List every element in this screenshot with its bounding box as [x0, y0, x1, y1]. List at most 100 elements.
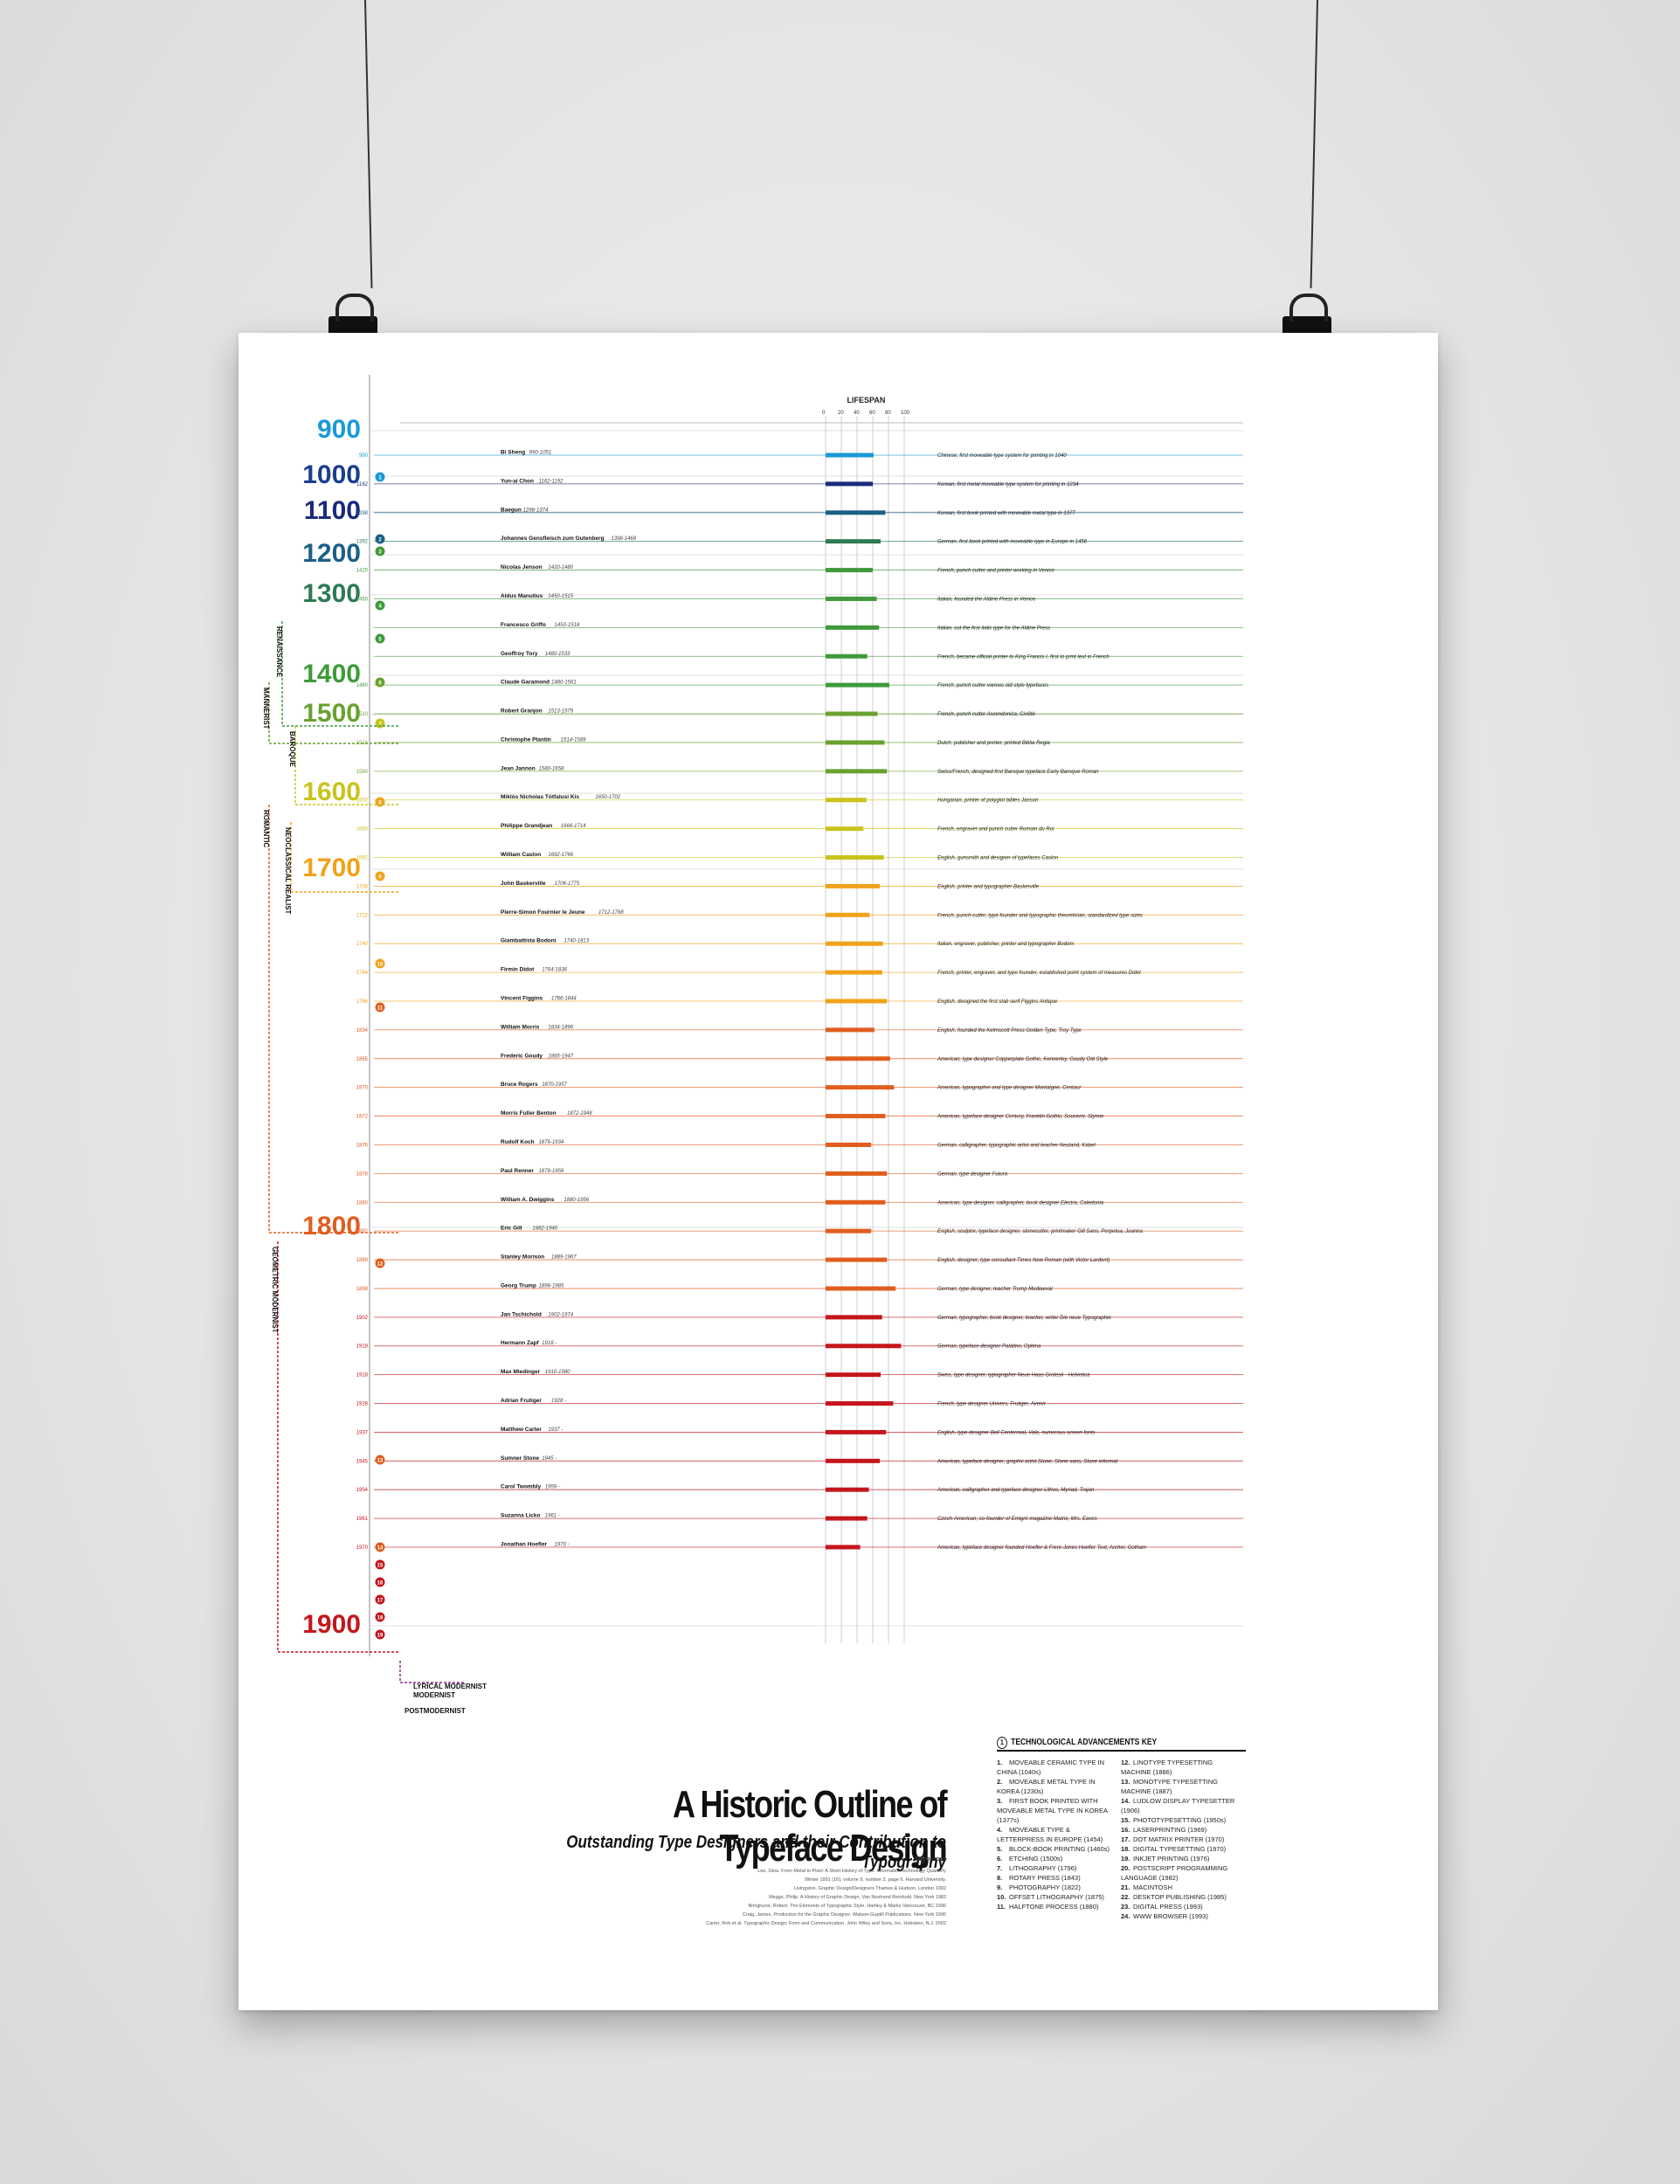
- designer-note: Hungarian, printer of polyglot bibles Ja…: [937, 798, 1039, 804]
- designer-dates: 1480-1533: [545, 652, 570, 657]
- designer-note: French, engraver and punch cutter Romain…: [937, 827, 1054, 833]
- key-item: 12. LINOTYPE TYPESETTING MACHINE (1886): [1121, 1758, 1239, 1777]
- century-label: 1200: [302, 539, 361, 568]
- key-item: 8. ROTARY PRESS (1843): [997, 1873, 1115, 1883]
- key-item: 6. ETCHING (1500s): [997, 1854, 1115, 1863]
- designer-name: Bi Sheng: [501, 450, 525, 456]
- key-item: 20. POSTSCRIPT PROGRAMMING LANGUAGE (1982…: [1121, 1863, 1239, 1883]
- lifespan-bar: [826, 1429, 887, 1434]
- tech-marker: [375, 1559, 385, 1570]
- poster: LIFESPAN 0 20 40 60 80 100 900 1000 1100 1200 1300 1…: [239, 333, 1438, 2010]
- lifespan-tick-label: 100: [901, 411, 910, 416]
- designer-year: 1692: [356, 856, 369, 861]
- designer-note: American, calligrapher and typeface desi…: [937, 1488, 1095, 1493]
- designer-name: Hermann Zapf: [501, 1340, 540, 1346]
- tech-marker: [375, 1002, 385, 1013]
- designer-name: Morris Fuller Benton: [501, 1110, 557, 1116]
- century-label: 1600: [302, 778, 361, 806]
- designer-year: 1298: [356, 511, 369, 516]
- designer-name: Aldus Manutius: [501, 593, 543, 599]
- designer-name: Christophe Plantin: [501, 736, 551, 743]
- key-item: 17. DOT MATRIX PRINTER (1970): [1121, 1835, 1239, 1844]
- key-item-text: BLOCK-BOOK PRINTING (1460s): [1009, 1845, 1110, 1853]
- tech-marker: [375, 534, 385, 544]
- designer-name: Yun-ai Chon: [501, 478, 534, 484]
- designer-dates: 1298-1374: [523, 508, 549, 513]
- designer-year: 1902: [356, 1316, 369, 1321]
- designer-note: American, typeface designer Century, Fra…: [937, 1115, 1104, 1120]
- lifespan-bar: [826, 1257, 888, 1262]
- key-item-number: 6.: [997, 1855, 1003, 1863]
- lifespan-bar: [826, 941, 883, 946]
- key-item: 15. PHOTOTYPESETTING (1950s): [1121, 1815, 1239, 1825]
- designer-dates: 1480-1561: [551, 681, 577, 686]
- lifespan-tick-label: 60: [869, 411, 875, 416]
- century-label: 1100: [304, 496, 361, 525]
- tech-marker-number: 13: [377, 1459, 384, 1464]
- key-item-text: HALFTONE PROCESS (1880): [1009, 1903, 1099, 1911]
- designer-note: French, became official printer to King …: [937, 654, 1110, 660]
- lifespan-bar: [826, 653, 868, 659]
- key-item-text: DIGITAL PRESS (1993): [1133, 1903, 1203, 1911]
- tech-marker: [375, 1612, 385, 1622]
- designer-dates: 1880-1956: [563, 1198, 589, 1203]
- lifespan-bar: [826, 510, 886, 515]
- lifespan-bar: [826, 625, 880, 630]
- lifespan-bar: [826, 1056, 890, 1061]
- designer-year: 1420: [356, 569, 369, 574]
- key-heading: 1 TECHNOLOGICAL ADVANCEMENTS KEY: [997, 1737, 1157, 1749]
- designer-dates: 1889-1967: [551, 1255, 577, 1261]
- lifespan-tick-label: 0: [822, 411, 826, 416]
- key-item-number: 1.: [997, 1759, 1003, 1766]
- tech-marker: [375, 677, 385, 688]
- designer-name: Vincent Figgins: [501, 996, 543, 1002]
- lifespan-bar: [826, 1114, 886, 1119]
- lifespan-bar: [826, 1085, 895, 1090]
- designer-dates: 1970 -: [555, 1543, 570, 1548]
- designer-name: William Caslon: [501, 852, 541, 858]
- key-item: 7. LITHOGRAPHY (1796): [997, 1863, 1115, 1873]
- designer-year: 1878: [356, 1171, 369, 1177]
- designer-year: 990: [359, 453, 369, 459]
- designer-note: Chinese, first moveable type system for …: [937, 453, 1067, 459]
- designer-year: 1764: [356, 971, 369, 976]
- designer-name: Francesco Griffo: [501, 622, 546, 628]
- designer-note: English, printer and typographer Baskerv…: [937, 884, 1040, 889]
- lifespan-bar: [826, 596, 877, 601]
- key-item-number: 3.: [997, 1797, 1003, 1805]
- key-item-text: ETCHING (1500s): [1009, 1855, 1063, 1863]
- designer-year: 1945: [356, 1459, 369, 1464]
- key-item-number: 4.: [997, 1826, 1003, 1834]
- designer-name: Frederic Goudy: [501, 1053, 543, 1059]
- designer-dates: 990-1051: [529, 451, 551, 456]
- designer-year: 1392: [356, 540, 369, 545]
- designer-dates: 1834-1896: [548, 1025, 573, 1030]
- designer-note: German, calligrapher, typographic artist…: [937, 1143, 1096, 1148]
- key-item-number: 15.: [1121, 1816, 1130, 1824]
- designer-note: Korean, first metal moveable type system…: [937, 482, 1079, 487]
- designer-note: French, punch cutter various old style t…: [937, 683, 1048, 688]
- designer-note: French, punch cutter Ascendonica, Civili…: [937, 712, 1035, 717]
- lifespan-axis-label: LIFESPAN: [847, 396, 886, 404]
- lifespan-bar: [826, 798, 867, 803]
- tech-marker: [375, 958, 385, 969]
- key-item-number: 2.: [997, 1778, 1003, 1786]
- tech-marker: [375, 1258, 385, 1268]
- key-item-number: 7.: [997, 1864, 1003, 1872]
- key-item: 23. DIGITAL PRESS (1993): [1121, 1902, 1239, 1911]
- tech-marker-number: 10: [377, 963, 384, 968]
- movement-label: MANNERIST: [262, 688, 270, 729]
- designer-year: 1954: [356, 1488, 369, 1493]
- tech-marker: [375, 1455, 385, 1465]
- tech-marker-number: 1: [378, 476, 382, 481]
- designer-year: 1480: [356, 683, 369, 688]
- key-item: 2. MOVEABLE METAL TYPE IN KOREA (1230s): [997, 1777, 1115, 1796]
- key-item-number: 13.: [1121, 1778, 1130, 1786]
- designer-name: Miklós Nicholas Tótfalusi Kis: [501, 794, 579, 800]
- key-item-number: 17.: [1121, 1835, 1130, 1843]
- designer-year: 1880: [356, 1200, 369, 1206]
- tech-marker-number: 18: [377, 1616, 384, 1621]
- key-item-number: 10.: [997, 1893, 1006, 1901]
- designer-note: English, founded the Kelmscott Press Gol…: [937, 1028, 1082, 1033]
- designer-note: German, type designer Futura: [937, 1171, 1008, 1177]
